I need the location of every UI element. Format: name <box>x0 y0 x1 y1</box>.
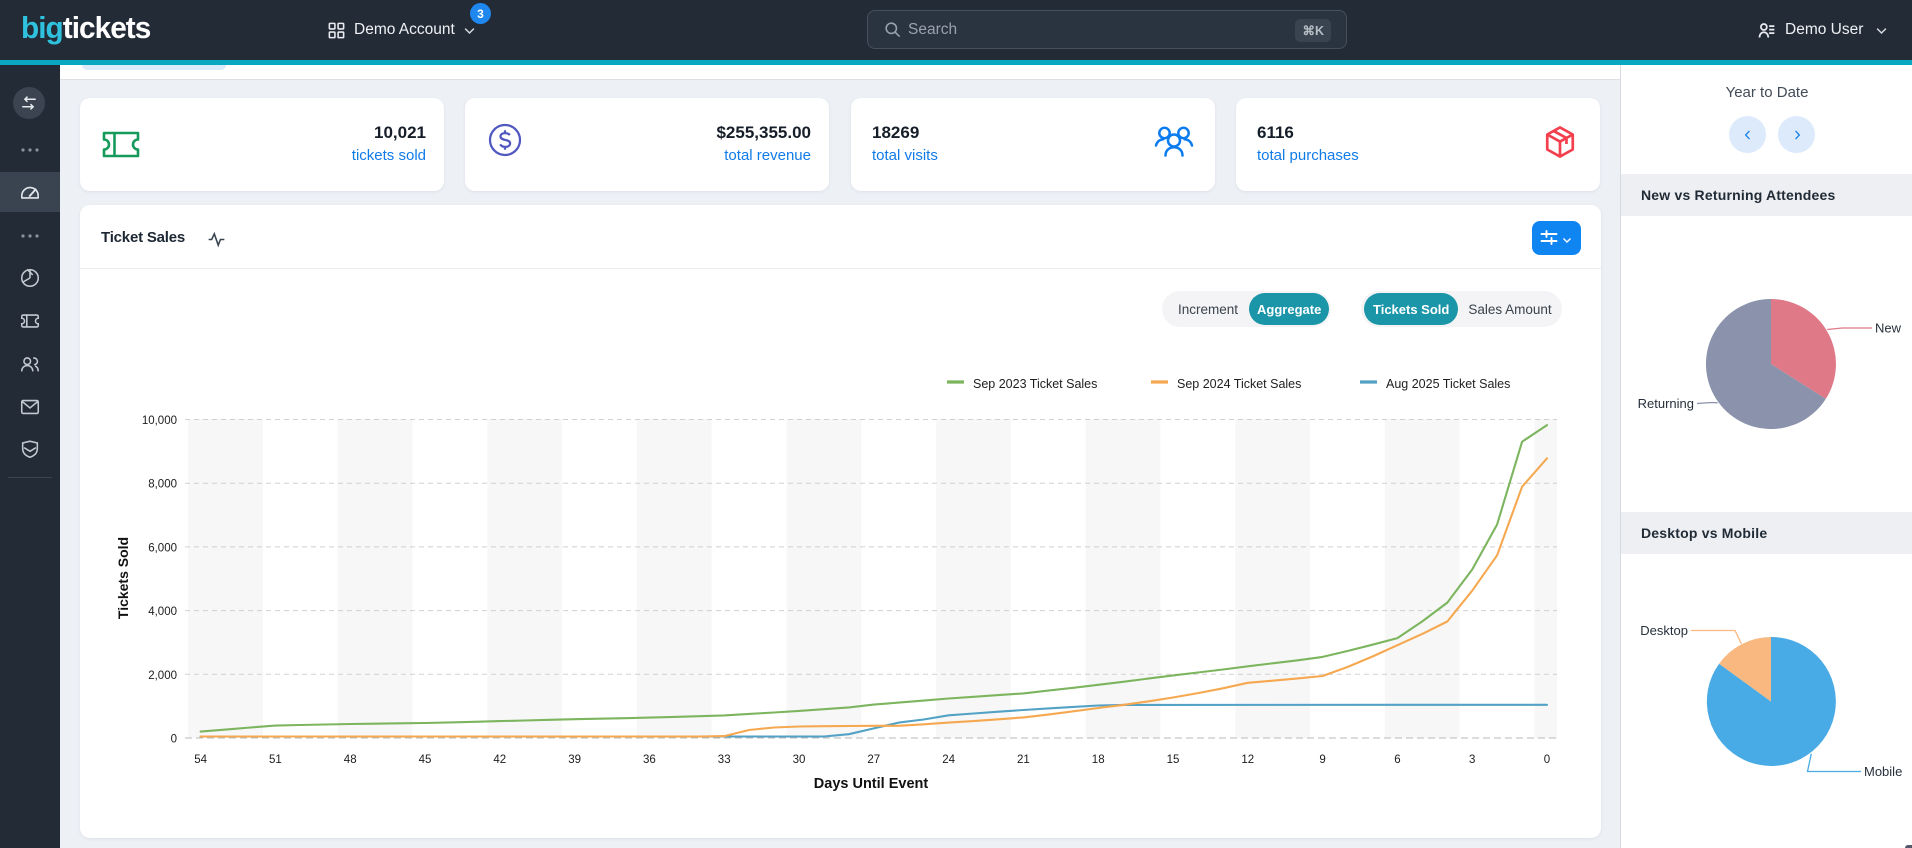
svg-text:8,000: 8,000 <box>148 479 177 491</box>
svg-text:Days Until Event: Days Until Event <box>814 776 929 792</box>
svg-text:30: 30 <box>793 754 806 766</box>
svg-text:6: 6 <box>1394 754 1400 766</box>
svg-text:15: 15 <box>1167 754 1180 766</box>
svg-text:42: 42 <box>493 754 506 766</box>
svg-text:51: 51 <box>269 754 282 766</box>
svg-text:10,000: 10,000 <box>142 415 177 427</box>
svg-text:21: 21 <box>1017 754 1030 766</box>
svg-text:39: 39 <box>568 754 581 766</box>
svg-text:6,000: 6,000 <box>148 542 177 554</box>
svg-text:54: 54 <box>194 754 207 766</box>
svg-text:Returning: Returning <box>1638 396 1694 411</box>
svg-text:Aug 2025 Ticket Sales: Aug 2025 Ticket Sales <box>1386 377 1510 391</box>
svg-text:2,000: 2,000 <box>148 670 177 682</box>
svg-text:0: 0 <box>1544 754 1550 766</box>
svg-text:3: 3 <box>1469 754 1475 766</box>
svg-text:45: 45 <box>419 754 432 766</box>
svg-text:24: 24 <box>942 754 955 766</box>
svg-text:Sep 2024 Ticket Sales: Sep 2024 Ticket Sales <box>1177 377 1301 391</box>
svg-text:18: 18 <box>1092 754 1105 766</box>
svg-text:Tickets Sold: Tickets Sold <box>115 537 131 619</box>
svg-text:12: 12 <box>1241 754 1254 766</box>
svg-text:4,000: 4,000 <box>148 606 177 618</box>
svg-text:Mobile: Mobile <box>1864 764 1902 779</box>
svg-text:33: 33 <box>718 754 731 766</box>
svg-text:New: New <box>1875 321 1902 336</box>
svg-text:48: 48 <box>344 754 357 766</box>
svg-text:Sep 2023 Ticket Sales: Sep 2023 Ticket Sales <box>973 377 1097 391</box>
svg-text:36: 36 <box>643 754 656 766</box>
svg-text:0: 0 <box>171 734 177 746</box>
svg-text:9: 9 <box>1319 754 1325 766</box>
svg-text:Desktop: Desktop <box>1640 623 1688 638</box>
svg-text:27: 27 <box>867 754 880 766</box>
